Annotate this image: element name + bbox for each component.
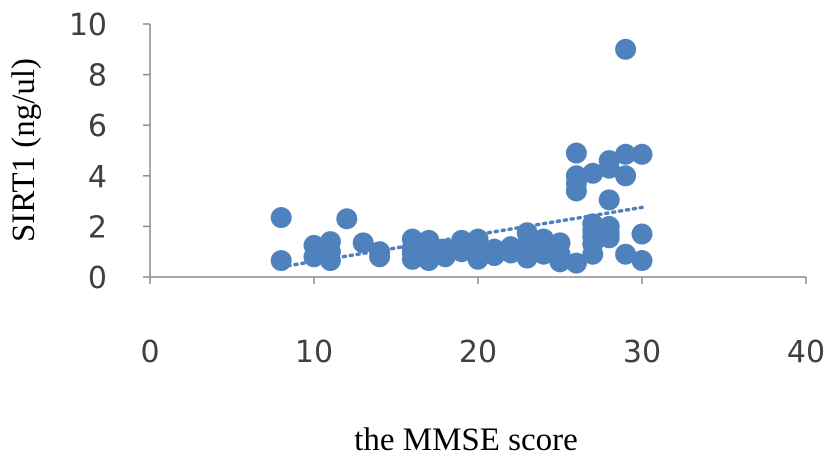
data-point (418, 250, 440, 272)
y-axis-title: SIRT1 (ng/ul) (6, 58, 42, 242)
data-point (434, 246, 456, 268)
x-axis-ticks: 0 10 20 30 40 (140, 277, 825, 370)
data-point (303, 246, 325, 268)
data-point (582, 243, 604, 265)
y-tick-label: 6 (88, 109, 107, 144)
data-point (582, 162, 604, 184)
x-tick-label: 10 (295, 335, 333, 370)
data-points (270, 38, 653, 274)
data-point (631, 250, 653, 272)
data-point (615, 143, 637, 165)
x-axis-title: the MMSE score (354, 422, 578, 458)
data-point (631, 223, 653, 245)
data-point (369, 246, 391, 268)
data-point (615, 165, 637, 187)
data-point (565, 180, 587, 202)
x-tick-label: 30 (623, 335, 661, 370)
data-point (483, 244, 505, 266)
data-point (533, 243, 555, 265)
data-point (565, 142, 587, 164)
data-point (500, 242, 522, 264)
data-point (615, 243, 637, 265)
x-tick-label: 0 (140, 335, 159, 370)
data-point (319, 250, 341, 272)
data-point (631, 143, 653, 165)
y-tick-label: 0 (88, 261, 107, 296)
x-tick-label: 40 (787, 335, 825, 370)
data-point (352, 232, 374, 254)
data-point (270, 250, 292, 272)
data-point (401, 248, 423, 270)
data-point (467, 248, 489, 270)
y-tick-label: 8 (88, 59, 107, 94)
data-point (615, 38, 637, 60)
data-point (565, 252, 587, 274)
data-point (598, 227, 620, 249)
data-point (336, 208, 358, 230)
y-tick-label: 4 (88, 160, 107, 195)
y-axis-ticks: 0 2 4 6 8 10 (69, 8, 150, 296)
data-point (598, 157, 620, 179)
x-tick-label: 20 (459, 335, 497, 370)
data-point (270, 207, 292, 229)
data-point (598, 189, 620, 211)
y-tick-label: 2 (88, 210, 107, 245)
y-tick-label: 10 (69, 8, 107, 43)
data-point (549, 251, 571, 273)
data-point (451, 241, 473, 263)
data-point (516, 247, 538, 269)
